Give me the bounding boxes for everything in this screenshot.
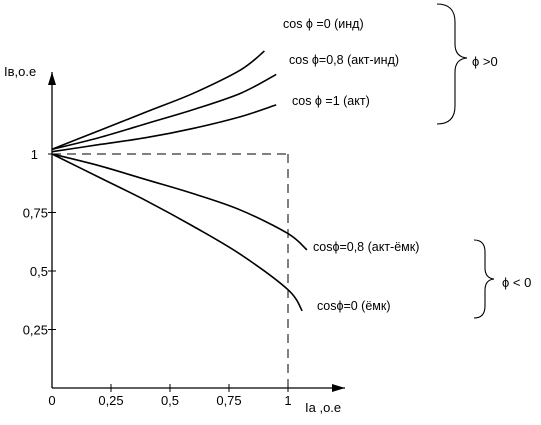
y-tick-label: 0,5 (30, 264, 48, 279)
y-tick-label: 0,25 (23, 323, 48, 338)
curve-cos0-ind (51, 50, 265, 151)
group-label-positive: ϕ >0 (472, 54, 498, 69)
curve-cos08-akt-emk-label: cosϕ=0,8 (акт-ёмк) (313, 240, 419, 254)
curve-cos08-akt-ind-label: cos ϕ=0,8 (акт-инд) (289, 53, 399, 67)
curve-cos1-akt (51, 104, 277, 153)
brace-positive (436, 3, 468, 125)
curve-cos1-akt-label: cos ϕ =1 (акт) (292, 94, 370, 108)
brace-negative (473, 239, 495, 319)
group-label-negative: ϕ < 0 (502, 275, 531, 290)
x-tick-label: 0,25 (98, 393, 123, 408)
curve-cos0-emk-label: cosϕ=0 (ёмк) (317, 299, 391, 313)
curve-cos08-akt-emk (51, 153, 308, 251)
curve-cos0-ind-label: cos ϕ =0 (инд) (283, 17, 364, 31)
x-tick-label: 0 (48, 393, 55, 408)
curve-cos08-akt-ind (51, 73, 277, 151)
y-tick-label: 1 (31, 147, 38, 162)
x-axis-arrow (332, 384, 345, 392)
x-tick-label: 1 (284, 393, 291, 408)
y-axis-title: Iв,о.е (4, 64, 36, 79)
x-tick-label: 0,75 (216, 393, 241, 408)
y-tick-label: 0,75 (23, 206, 48, 221)
curve-cos0-emk (51, 153, 303, 312)
x-tick-label: 0,5 (161, 393, 179, 408)
x-axis-title: Iа ,о.е (305, 400, 341, 415)
y-axis-arrow (48, 72, 56, 85)
